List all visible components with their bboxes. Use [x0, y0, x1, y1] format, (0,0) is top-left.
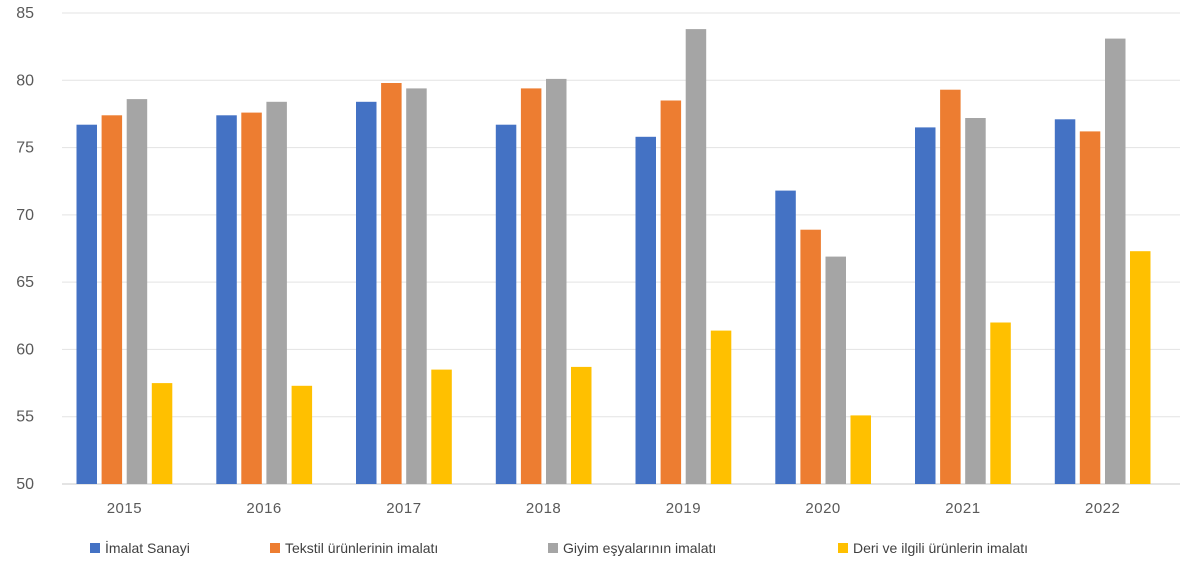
- x-tick-label: 2019: [666, 500, 701, 517]
- x-tick-label: 2015: [107, 500, 142, 517]
- legend-label: Tekstil ürünlerinin imalatı: [285, 540, 438, 556]
- bar-2-2020: [800, 229, 821, 484]
- bar-1-2017: [356, 101, 377, 485]
- y-axis: 50 55 60 65 70 75 80 85: [16, 5, 34, 493]
- bar-3-2017: [406, 88, 427, 485]
- legend-swatch: [270, 543, 280, 553]
- bar-2-2015: [101, 115, 123, 485]
- bar-1-2019: [635, 136, 656, 485]
- y-tick-label: 65: [16, 274, 34, 291]
- bar-2-2022: [1079, 131, 1101, 484]
- bar-3-2021: [965, 118, 986, 484]
- bar-1-2018: [495, 124, 517, 484]
- legend-swatch: [838, 543, 848, 553]
- bar-4-2016: [291, 385, 313, 484]
- bar-4-2019: [710, 330, 732, 484]
- legend-label: Deri ve ilgili ürünlerin imalatı: [853, 540, 1028, 556]
- legend-label: İmalat Sanayi: [105, 539, 190, 556]
- bar-3-2018: [546, 78, 567, 485]
- x-tick-label: 2020: [805, 500, 840, 517]
- bar-1-2015: [76, 124, 97, 484]
- bar-1-2022: [1054, 119, 1076, 485]
- bar-4-2017: [431, 369, 452, 484]
- x-tick-label: 2018: [526, 500, 561, 517]
- bar-1-2021: [915, 127, 936, 485]
- x-tick-label: 2022: [1085, 500, 1120, 517]
- x-axis: 2015 2016 2017 2018 2019 2020 2021 2022: [107, 500, 1120, 517]
- bar-3-2016: [266, 101, 287, 485]
- bar-3-2019: [685, 29, 707, 484]
- legend-swatch: [90, 543, 100, 553]
- bar-2-2018: [520, 88, 542, 485]
- bar-4-2021: [990, 322, 1011, 484]
- y-tick-label: 75: [16, 140, 34, 157]
- legend: İmalat Sanayi Tekstil ürünlerinin imalatı…: [90, 539, 1028, 556]
- bar-2-2021: [940, 89, 961, 484]
- x-tick-label: 2021: [945, 500, 980, 517]
- bar-2-2017: [381, 83, 402, 484]
- y-tick-label: 85: [16, 5, 34, 22]
- y-tick-label: 50: [16, 476, 34, 493]
- bar-3-2020: [825, 256, 846, 484]
- legend-swatch: [548, 543, 558, 553]
- bar-4-2015: [151, 383, 173, 484]
- bar-4-2018: [571, 366, 592, 484]
- x-tick-label: 2017: [386, 500, 421, 517]
- bar-2-2016: [241, 112, 262, 484]
- bar-2-2019: [660, 100, 682, 484]
- y-tick-label: 55: [16, 409, 34, 426]
- bar-4-2020: [850, 415, 871, 484]
- bar-1-2016: [216, 115, 237, 485]
- y-tick-label: 80: [16, 72, 34, 89]
- bar-3-2015: [126, 99, 148, 484]
- bar-1-2020: [775, 190, 796, 484]
- y-tick-label: 70: [16, 207, 34, 224]
- legend-label: Giyim eşyalarının imalatı: [563, 540, 716, 556]
- y-tick-label: 60: [16, 341, 34, 358]
- bars: [76, 29, 1151, 485]
- x-tick-label: 2016: [246, 500, 281, 517]
- bar-4-2022: [1130, 251, 1151, 484]
- bar-3-2022: [1105, 38, 1126, 484]
